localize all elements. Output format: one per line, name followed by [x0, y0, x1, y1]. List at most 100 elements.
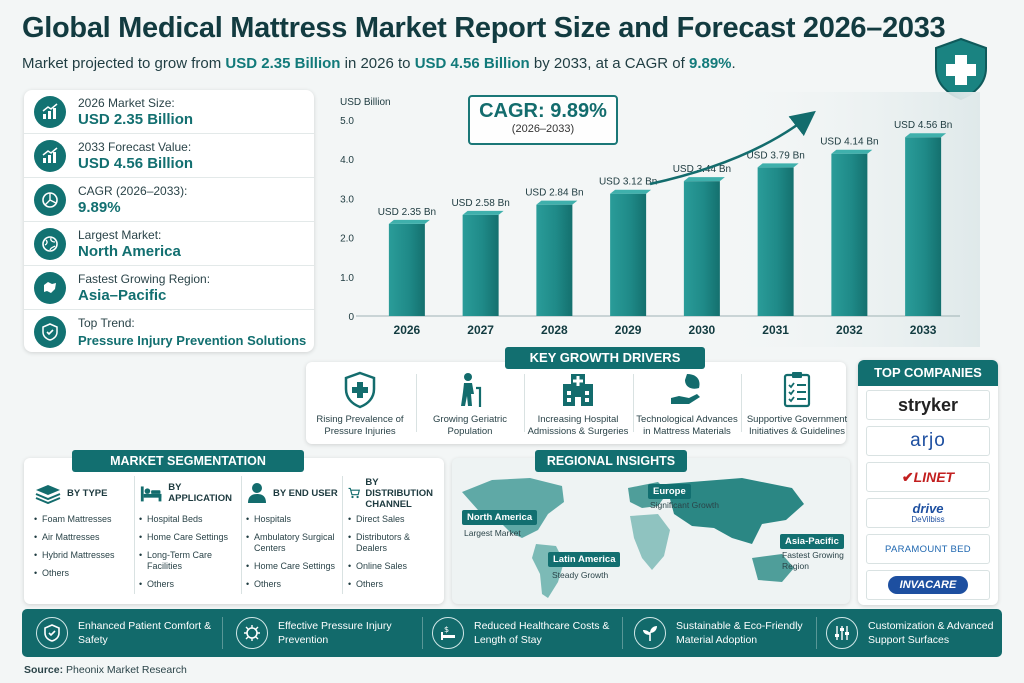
- bar-2033: [905, 137, 942, 316]
- benefit-item: Sustainable & Eco-Friendly Material Adop…: [634, 615, 814, 651]
- linet-logo-text: LINET: [913, 469, 955, 485]
- x-tick-label: 2029: [615, 323, 642, 337]
- australia-shape: [752, 554, 794, 582]
- cart-icon: [348, 487, 361, 499]
- stat-value: North America: [78, 243, 181, 260]
- shield-plus-icon: [344, 371, 376, 409]
- x-tick-label: 2027: [467, 323, 494, 337]
- market-size-bar-chart: USD Billion 0 1.0 2.0 3.0 4.0 5.0 USD 2.35 Bn…: [340, 92, 980, 347]
- segment-item: Others: [348, 579, 440, 590]
- x-tick-label: 2030: [689, 323, 716, 337]
- map-icon: [34, 272, 66, 304]
- x-tick-label: 2033: [910, 323, 937, 337]
- segment-head: BY DISTRIBUTION CHANNEL: [365, 476, 433, 510]
- bar-2031: [757, 167, 794, 316]
- bar-top-2027: [462, 210, 504, 215]
- y-tick-label: 1.0: [340, 273, 354, 284]
- company-logo-stryker: stryker: [866, 390, 990, 420]
- cagr-callout-sub: (2026–2033): [511, 123, 575, 135]
- subtitle-text-3: by 2033, at a CAGR of: [529, 55, 689, 72]
- segment-item: Ambulatory Surgical Centers: [246, 532, 341, 554]
- arjo-logo-text: arjo: [910, 430, 946, 451]
- segment-item: Others: [246, 579, 341, 590]
- segment-item: Direct Sales: [348, 514, 440, 525]
- segment-column-application: BY APPLICATION Hospital Beds Home Care S…: [139, 480, 242, 597]
- y-tick-label: 0: [348, 312, 354, 323]
- x-tick-label: 2028: [541, 323, 568, 337]
- region-note: Steady Growth: [552, 570, 609, 580]
- benefit-item: $ Reduced Healthcare Costs & Length of S…: [432, 615, 618, 651]
- subtitle-text-2: in 2026 to: [340, 55, 415, 72]
- subtitle-text-4: .: [731, 55, 736, 72]
- bar-value-label: USD 2.35 Bn: [378, 207, 436, 218]
- globe-icon: [34, 228, 66, 260]
- growth-arrow: [649, 110, 816, 186]
- top-companies-panel: TOP COMPANIES stryker arjo ✔ LINET drive D…: [858, 360, 998, 605]
- segment-item: Online Sales: [348, 561, 440, 572]
- linet-mark-icon: ✔: [901, 468, 914, 485]
- bars-group: USD 2.35 Bn 2026 USD 2.58 Bn 2027 USD 2.84 B…: [378, 120, 953, 337]
- virus-icon: [236, 617, 268, 649]
- segment-item: Others: [34, 568, 137, 579]
- segment-item: Foam Mattresses: [34, 514, 137, 525]
- bed-icon: [140, 486, 162, 502]
- stat-label: Largest Market:: [78, 228, 162, 242]
- stat-forecast-2033: 2033 Forecast Value: USD 4.56 Billion: [24, 134, 314, 178]
- benefit-item: Effective Pressure Injury Prevention: [236, 615, 416, 651]
- stat-market-size-2026: 2026 Market Size: USD 2.35 Billion: [24, 90, 314, 134]
- company-logo-paramount-bed: PARAMOUNT BED: [866, 534, 990, 564]
- bar-top-2033: [905, 133, 947, 138]
- company-logo-invacare: INVACARE: [866, 570, 990, 600]
- subtitle-text-1: Market projected to grow from: [22, 55, 226, 72]
- sliders-icon: [826, 617, 858, 649]
- region-tag-latin-america: Latin America: [548, 552, 621, 567]
- y-tick-label: 3.0: [340, 194, 354, 205]
- company-logo-drive-devilbiss: drive DeVilbiss: [866, 498, 990, 528]
- segment-column-end-user: BY END USER Hospitals Ambulatory Surgica…: [246, 480, 341, 597]
- segment-head: BY END USER: [273, 487, 338, 499]
- growth-drivers-panel: Rising Prevalence of Pressure Injuries G…: [306, 362, 847, 444]
- region-note: Largest Market: [464, 528, 521, 538]
- stat-value: USD 2.35 Billion: [78, 111, 194, 128]
- bar-value-label: USD 2.58 Bn: [451, 198, 509, 209]
- bar-2029: [610, 193, 647, 316]
- page-title: Global Medical Mattress Market Report Si…: [22, 12, 946, 44]
- growth-chart-icon: [34, 140, 66, 172]
- bar-2032: [831, 153, 868, 316]
- segment-item: Air Mattresses: [34, 532, 137, 543]
- benefit-label: Sustainable & Eco-Friendly Material Adop…: [676, 620, 803, 646]
- market-segmentation-panel: BY TYPE Foam Mattresses Air Mattresses H…: [24, 458, 444, 604]
- bar-value-label: USD 4.56 Bn: [894, 120, 952, 131]
- bar-2027: [462, 214, 499, 316]
- stat-label: Top Trend:: [78, 316, 135, 330]
- segment-item: Hospital Beds: [139, 514, 242, 525]
- stat-label: Fastest Growing Region:: [78, 272, 211, 286]
- driver-item: Supportive Government Initiatives & Guid…: [743, 370, 851, 440]
- regional-insights-panel: North America Largest Market Europe Sign…: [452, 458, 850, 604]
- svg-text:$: $: [444, 625, 449, 634]
- key-stats-panel: 2026 Market Size: USD 2.35 Billion 2033 …: [24, 90, 314, 352]
- y-tick-label: 5.0: [340, 116, 354, 127]
- bar-value-label: USD 2.84 Bn: [525, 188, 583, 199]
- bar-top-2032: [831, 149, 873, 154]
- driver-label: Supportive Government Initiatives & Guid…: [746, 414, 848, 437]
- bar-value-label: USD 4.14 Bn: [820, 137, 878, 148]
- segment-item: Home Care Settings: [139, 532, 242, 543]
- growth-drivers-title: KEY GROWTH DRIVERS: [505, 347, 705, 369]
- stat-value: Pressure Injury Prevention Solutions: [78, 333, 307, 348]
- region-note: Fastest Growing Region: [782, 550, 844, 571]
- market-segmentation-title: MARKET SEGMENTATION: [72, 450, 304, 472]
- segment-item: Distributors & Dealers: [348, 532, 440, 554]
- top-companies-title: TOP COMPANIES: [858, 360, 998, 386]
- bar-2026: [388, 223, 425, 316]
- segment-column-type: BY TYPE Foam Mattresses Air Mattresses H…: [34, 480, 137, 586]
- driver-item: Technological Advances in Mattress Mater…: [633, 370, 741, 440]
- stat-label: 2026 Market Size:: [78, 96, 175, 110]
- elderly-person-icon: [461, 373, 482, 407]
- stat-largest-market: Largest Market: North America: [24, 222, 314, 266]
- stat-value: USD 4.56 Billion: [78, 155, 194, 172]
- leaf-hand-icon: [671, 374, 700, 404]
- bar-top-2028: [536, 200, 578, 205]
- y-tick-label: 2.0: [340, 234, 354, 245]
- paramount-logo-text: PARAMOUNT BED: [885, 543, 971, 555]
